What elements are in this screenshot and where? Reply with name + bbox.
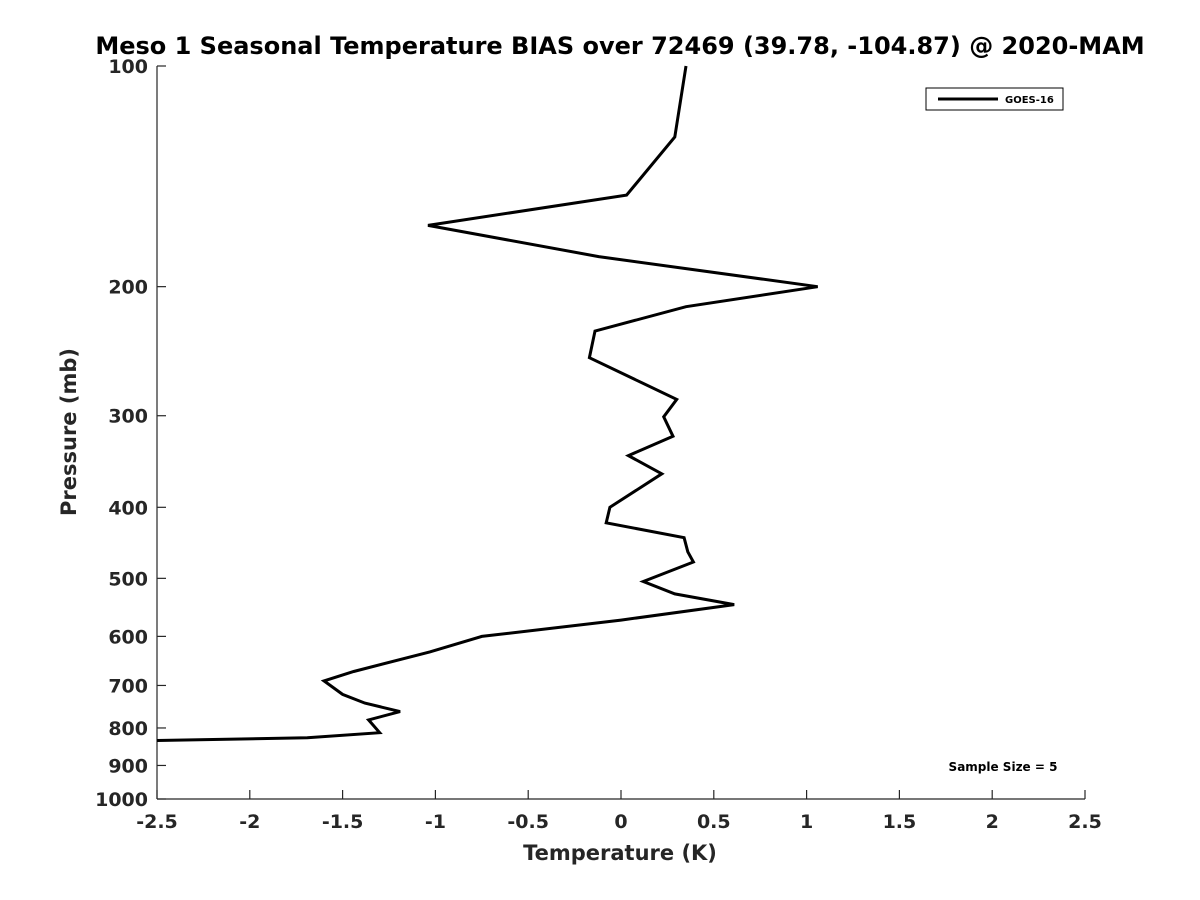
y-axis-ticks: 100 200 300 400 500 600 700 800 900 1000 bbox=[95, 56, 166, 811]
x-tick-label: 0.5 bbox=[697, 811, 731, 833]
x-axis-ticks: -2.5 -2 -1.5 -1 -0.5 0 0.5 1 1.5 2 2.5 bbox=[136, 790, 1102, 833]
y-tick-label: 700 bbox=[108, 675, 148, 697]
y-tick-label: 400 bbox=[108, 497, 148, 519]
x-tick-label: 1 bbox=[800, 811, 813, 833]
sample-size-annotation: Sample Size = 5 bbox=[949, 760, 1058, 774]
y-tick-label: 800 bbox=[108, 718, 148, 740]
x-tick-label: 0 bbox=[614, 811, 627, 833]
y-tick-label: 200 bbox=[108, 277, 148, 299]
legend-label: GOES-16 bbox=[1005, 95, 1054, 106]
x-tick-label: -1 bbox=[425, 811, 446, 833]
y-tick-label: 500 bbox=[108, 568, 148, 590]
legend: GOES-16 bbox=[925, 87, 1064, 111]
y-tick-label: 1000 bbox=[95, 789, 148, 811]
x-tick-label: 2.5 bbox=[1068, 811, 1102, 833]
x-tick-label: -2.5 bbox=[136, 811, 178, 833]
x-tick-label: 1.5 bbox=[883, 811, 917, 833]
y-tick-label: 100 bbox=[108, 56, 148, 78]
x-tick-label: -2 bbox=[239, 811, 260, 833]
x-tick-label: -1.5 bbox=[322, 811, 364, 833]
x-tick-label: 2 bbox=[986, 811, 999, 833]
x-tick-label: -0.5 bbox=[507, 811, 549, 833]
chart-title: Meso 1 Seasonal Temperature BIAS over 72… bbox=[95, 32, 1144, 60]
y-tick-label: 900 bbox=[108, 755, 148, 777]
x-axis-label: Temperature (K) bbox=[523, 841, 717, 865]
plot-axes bbox=[156, 66, 1085, 800]
y-axis-label: Pressure (mb) bbox=[57, 348, 81, 516]
series-line-goes-16 bbox=[156, 65, 818, 742]
y-tick-label: 300 bbox=[108, 406, 148, 428]
y-tick-label: 600 bbox=[108, 626, 148, 648]
